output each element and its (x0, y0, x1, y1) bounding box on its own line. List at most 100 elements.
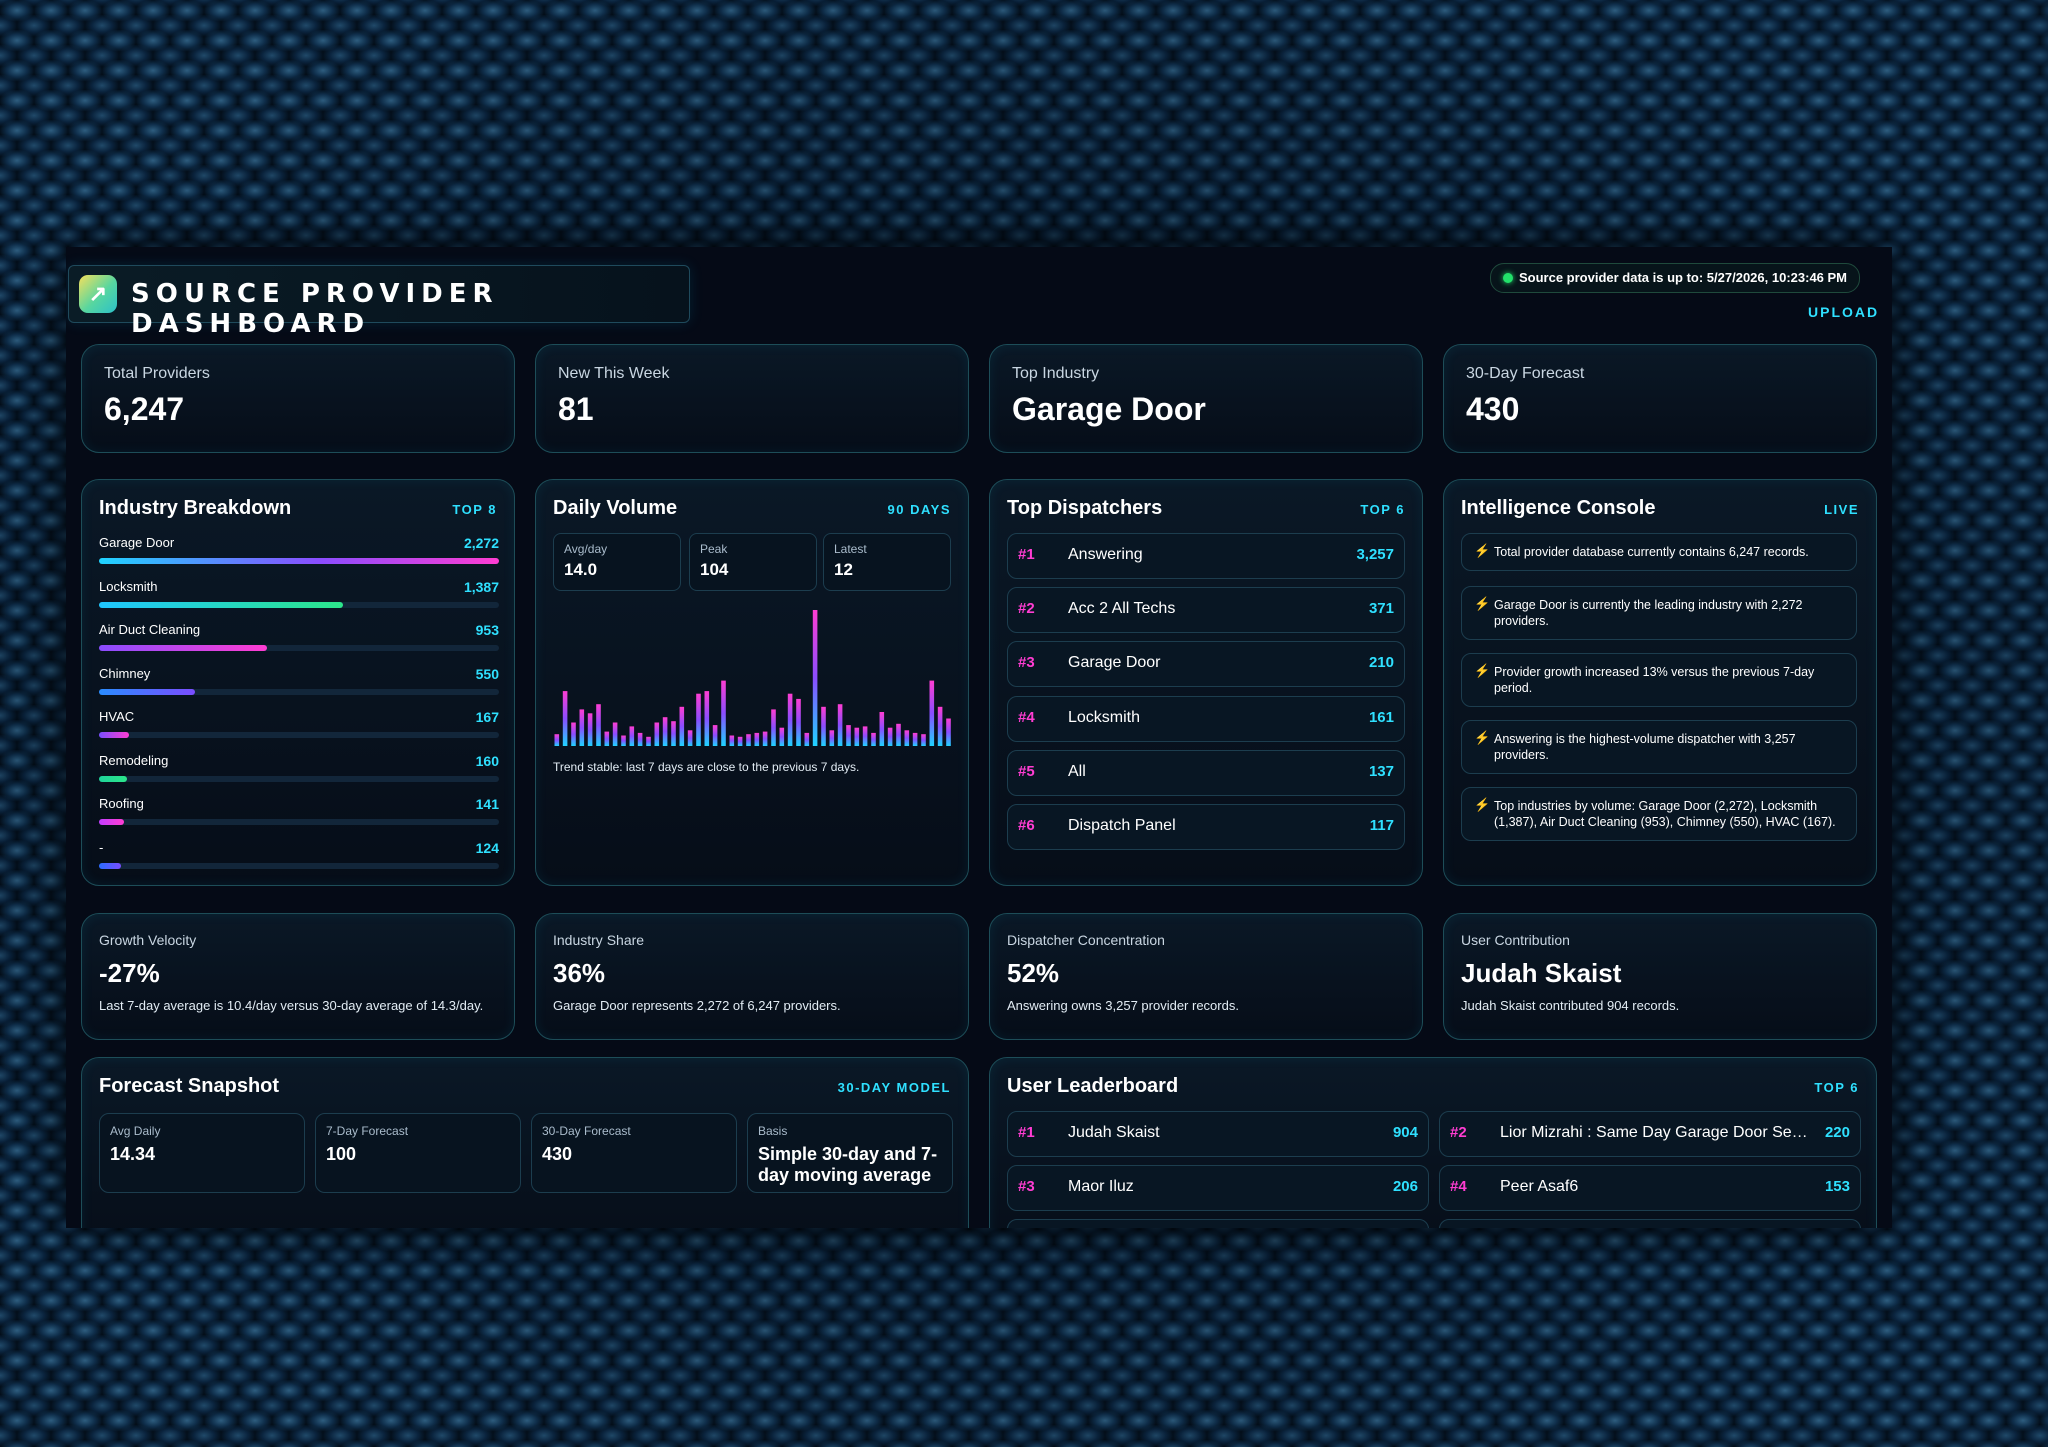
metric-value: 36% (553, 958, 606, 988)
mini-value: 12 (834, 560, 853, 579)
dispatcher-count: 161 (1368, 708, 1394, 726)
intel-message: ⚡ Total provider database currently conta… (1461, 533, 1857, 571)
user-name: Judah Skaist (1068, 1124, 1160, 1141)
page-title: SOURCE PROVIDER DASHBOARD (131, 279, 499, 339)
volume-bar (621, 735, 626, 746)
metric-description: Judah Skaist contributed 904 records. (1461, 998, 1680, 1013)
upload-button[interactable]: UPLOAD (1808, 304, 1880, 320)
dispatcher-row[interactable]: #1 Answering 3,257 (1007, 533, 1405, 579)
industry-bar-track (99, 688, 499, 695)
stat-value: 6,247 (104, 391, 185, 427)
dispatcher-row[interactable]: #3 Garage Door 210 (1007, 641, 1405, 688)
dispatcher-row[interactable]: #6 Dispatch Panel 117 (1007, 804, 1405, 850)
rank-label: #4 (1018, 708, 1035, 726)
volume-bar (596, 704, 601, 746)
volume-bar (637, 732, 643, 746)
industry-name: Roofing (99, 796, 144, 811)
industry-name: Locksmith (99, 578, 158, 594)
intel-message-text: Answering is the highest-volume dispatch… (1494, 732, 1796, 762)
leaderboard-row[interactable]: #4 Peer Asaf6 153 (1439, 1165, 1861, 1211)
metric-description: Garage Door represents 2,272 of 6,247 pr… (553, 998, 841, 1013)
industry-bar-fill (99, 819, 124, 825)
user-name: Peer Asaf6 (1500, 1178, 1579, 1195)
intel-message-text: Total provider database currently contai… (1494, 545, 1809, 559)
industry-name: HVAC (99, 709, 135, 724)
status-text: Source provider data is up to: 5/27/2026… (1519, 270, 1848, 285)
industry-name: Chimney (99, 665, 151, 681)
rank-label: #3 (1018, 654, 1035, 672)
leaderboard-row[interactable]: #2 Lior Mizrahi : Same Day Garage Door Se… (1439, 1111, 1861, 1157)
rank-label: #5 (1018, 762, 1035, 780)
leaderboard-row[interactable] (1007, 1219, 1429, 1228)
card-tag: TOP 6 (1814, 1080, 1859, 1095)
mini-label: Avg/day (564, 542, 608, 556)
volume-bar (554, 734, 560, 746)
card-tag: TOP 8 (452, 502, 497, 517)
forecast-value: 430 (542, 1144, 573, 1164)
industry-breakdown-card: Industry Breakdown TOP 8 Garage Door 2,27… (81, 479, 515, 886)
leaderboard-row[interactable]: #3 Maor Iluz 206 (1007, 1165, 1429, 1211)
mini-label: Latest (834, 542, 867, 556)
dispatcher-row[interactable]: #4 Locksmith 161 (1007, 695, 1405, 742)
volume-bar (929, 680, 935, 746)
industry-value: 1,387 (463, 578, 499, 595)
growth-velocity-card: Growth Velocity -27% Last 7-day average … (81, 913, 515, 1040)
dispatcher-row[interactable]: #5 All 137 (1007, 749, 1405, 796)
industry-bar-track (99, 732, 499, 738)
volume-bar (629, 726, 635, 746)
intel-message: ⚡ Answering is the highest-volume dispatc… (1461, 720, 1857, 774)
metric-value: -27% (99, 958, 160, 988)
metric-label: User Contribution (1461, 932, 1570, 948)
title-bar: ↗ SOURCE PROVIDER DASHBOARD (68, 265, 690, 339)
industry-bar-fill (99, 558, 499, 564)
volume-bar (704, 691, 710, 746)
volume-bar (712, 725, 718, 746)
industry-value: 124 (475, 839, 499, 856)
dispatcher-name: All (1068, 762, 1086, 780)
volume-bar (696, 693, 701, 746)
volume-bar (754, 732, 760, 746)
intelligence-console-card: Intelligence Console LIVE ⚡ Total provide… (1443, 479, 1877, 886)
volume-bar (837, 704, 843, 746)
volume-bar (737, 736, 743, 746)
volume-bar (646, 736, 651, 746)
volume-bar (612, 722, 618, 746)
volume-bar (604, 731, 610, 746)
card-tag: 30-DAY MODEL (837, 1080, 951, 1095)
stat-card-new-this-week: New This Week 81 (535, 344, 969, 453)
rank-label: #2 (1450, 1124, 1467, 1141)
lightning-icon: ⚡ (1474, 797, 1491, 812)
forecast-label: Basis (758, 1124, 788, 1138)
leaderboard-row[interactable]: #1 Judah Skaist 904 (1007, 1111, 1429, 1157)
rank-label: #1 (1018, 546, 1035, 563)
volume-bar (746, 734, 751, 746)
card-tag: LIVE (1824, 502, 1859, 517)
lightning-icon: ⚡ (1474, 730, 1491, 745)
metric-label: Growth Velocity (99, 932, 197, 948)
7-day-forecast-box: 7-Day Forecast 100 (315, 1113, 521, 1193)
volume-bar (679, 706, 685, 746)
lightning-icon: ⚡ (1474, 663, 1491, 678)
dispatcher-concentration-card: Dispatcher Concentration 52% Answering o… (989, 913, 1423, 1040)
avg-daily-box: Avg Daily 14.34 (99, 1113, 305, 1193)
industry-bar-fill (99, 732, 129, 738)
rank-label: #4 (1450, 1178, 1467, 1195)
industry-bar-fill (99, 645, 267, 651)
rank-label: #6 (1018, 817, 1035, 834)
industry-bar-fill (99, 688, 195, 695)
stat-label: New This Week (558, 365, 670, 382)
stat-value: 430 (1466, 391, 1520, 427)
industry-value: 2,272 (463, 535, 499, 551)
dispatcher-name: Locksmith (1068, 708, 1141, 726)
metric-label: Industry Share (553, 932, 645, 948)
industry-bar-track (99, 819, 499, 825)
user-count: 153 (1824, 1178, 1850, 1195)
industry-value: 167 (475, 709, 499, 725)
dispatcher-row[interactable]: #2 Acc 2 All Techs 371 (1007, 587, 1405, 634)
industry-name: Garage Door (99, 535, 175, 550)
user-count: 904 (1392, 1124, 1418, 1141)
metric-description: Answering owns 3,257 provider records. (1007, 998, 1239, 1013)
intel-message: ⚡ Provider growth increased 13% versus th… (1461, 653, 1857, 707)
leaderboard-row[interactable] (1439, 1219, 1861, 1228)
peak-box: Peak 104 (689, 533, 817, 591)
